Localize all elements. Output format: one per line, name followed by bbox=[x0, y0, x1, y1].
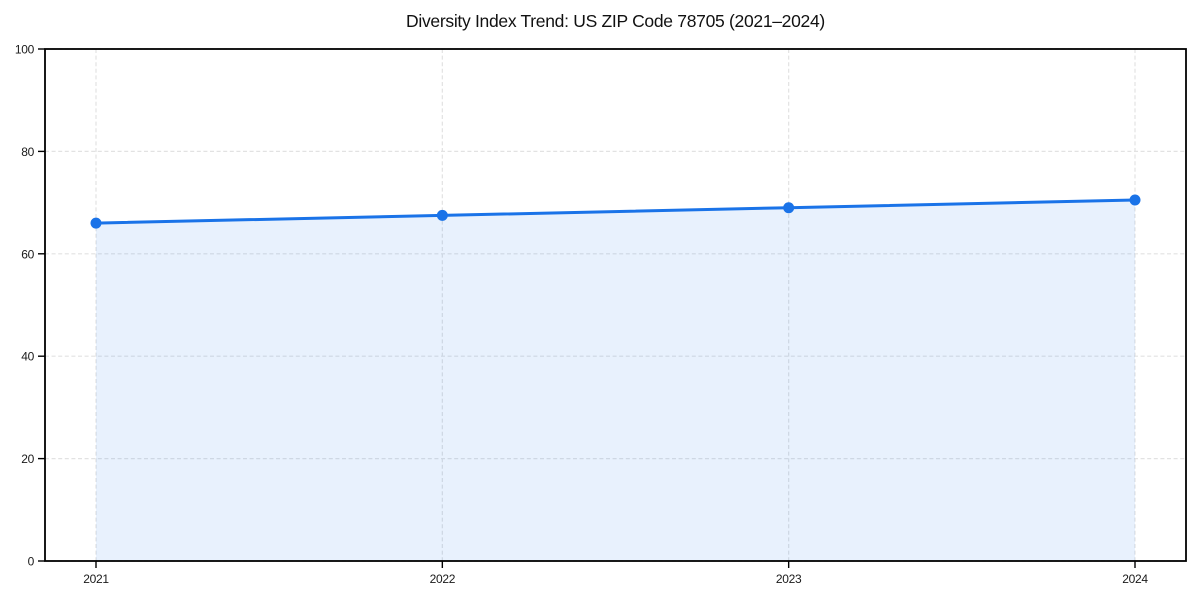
y-tick-label: 80 bbox=[21, 145, 34, 159]
y-tick-label: 0 bbox=[28, 555, 35, 569]
x-tick-label: 2023 bbox=[776, 572, 802, 586]
x-tick-label: 2021 bbox=[83, 572, 109, 586]
x-tick-label: 2024 bbox=[1122, 572, 1148, 586]
data-point-2022 bbox=[436, 209, 448, 221]
data-point-2021 bbox=[90, 217, 102, 229]
data-point-2024 bbox=[1129, 194, 1141, 206]
data-point-2023 bbox=[783, 202, 795, 214]
y-tick-label: 40 bbox=[21, 350, 34, 364]
y-axis-ticks: 0 20 40 60 80 100 bbox=[15, 43, 45, 569]
plot-border bbox=[44, 48, 1187, 562]
x-axis-ticks: 2021 2022 2023 2024 bbox=[83, 561, 1149, 586]
y-tick-label: 60 bbox=[21, 247, 34, 261]
area-fill bbox=[96, 200, 1135, 562]
y-tick-label: 20 bbox=[21, 452, 34, 466]
trend-line bbox=[94, 198, 1137, 225]
y-tick-label: 100 bbox=[15, 43, 35, 57]
x-tick-label: 2022 bbox=[430, 572, 456, 586]
chart-title: Diversity Index Trend: US ZIP Code 78705… bbox=[406, 11, 825, 31]
